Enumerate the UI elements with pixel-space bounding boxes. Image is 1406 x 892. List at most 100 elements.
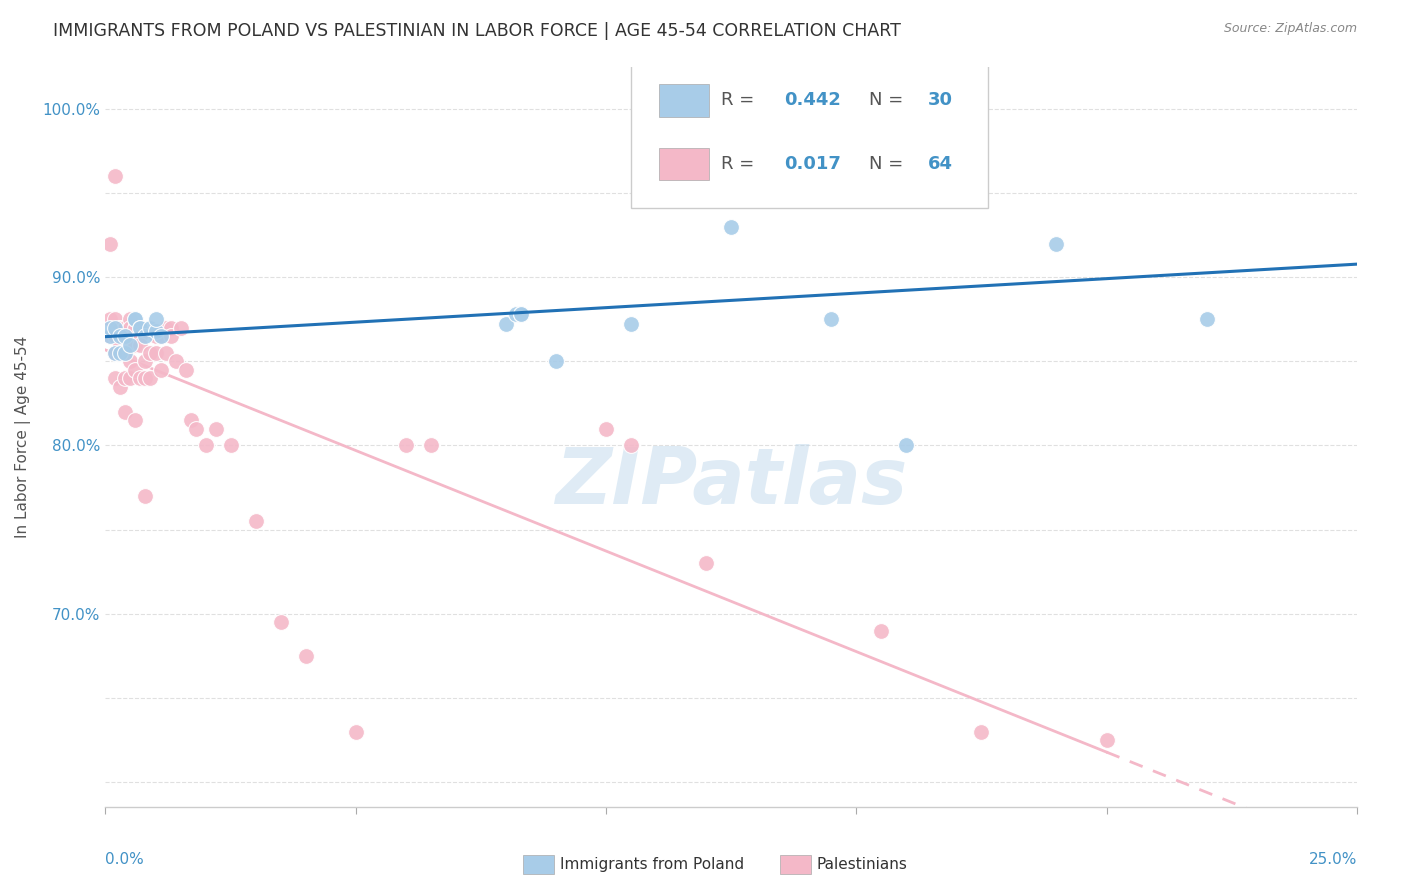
Point <box>620 438 643 452</box>
Point <box>134 354 156 368</box>
Point <box>114 371 136 385</box>
Point <box>104 320 127 334</box>
Point <box>149 329 172 343</box>
Point <box>114 320 136 334</box>
Point <box>1045 236 1067 251</box>
Point <box>110 346 132 360</box>
Point <box>120 371 142 385</box>
Point <box>134 371 156 385</box>
Point <box>100 329 122 343</box>
Point <box>120 354 142 368</box>
Point <box>139 346 162 360</box>
Point <box>134 329 156 343</box>
Text: N =: N = <box>869 91 908 109</box>
Text: IMMIGRANTS FROM POLAND VS PALESTINIAN IN LABOR FORCE | AGE 45-54 CORRELATION CHA: IMMIGRANTS FROM POLAND VS PALESTINIAN IN… <box>53 22 901 40</box>
Point <box>100 329 122 343</box>
Point <box>204 422 226 436</box>
Point <box>124 312 146 326</box>
Point <box>165 354 187 368</box>
Point <box>145 346 167 360</box>
Point <box>104 346 127 360</box>
Point <box>720 219 742 234</box>
Point <box>129 371 152 385</box>
Point <box>114 346 136 360</box>
Point <box>419 438 441 452</box>
Point <box>145 329 167 343</box>
Text: Source: ZipAtlas.com: Source: ZipAtlas.com <box>1223 22 1357 36</box>
Bar <box>658 84 709 117</box>
Point <box>104 329 127 343</box>
Text: R =: R = <box>721 91 761 109</box>
Text: N =: N = <box>869 155 908 173</box>
Point <box>110 337 132 351</box>
Point <box>124 337 146 351</box>
Point <box>120 312 142 326</box>
Text: ZIPatlas: ZIPatlas <box>555 443 907 519</box>
Point <box>1095 733 1118 747</box>
Point <box>155 320 177 334</box>
Point <box>245 514 267 528</box>
Point <box>120 320 142 334</box>
Text: 30: 30 <box>928 91 953 109</box>
Point <box>129 329 152 343</box>
Text: Immigrants from Poland: Immigrants from Poland <box>560 857 744 871</box>
Point <box>896 438 918 452</box>
Point <box>104 169 127 184</box>
Point <box>134 489 156 503</box>
Point <box>509 307 531 321</box>
Point <box>820 312 842 326</box>
Point <box>145 324 167 338</box>
Point <box>110 329 132 343</box>
Point <box>159 329 181 343</box>
Point <box>595 422 617 436</box>
Point <box>620 318 643 332</box>
Point <box>114 346 136 360</box>
Point <box>145 312 167 326</box>
Text: 64: 64 <box>928 155 953 173</box>
Point <box>104 371 127 385</box>
Point <box>129 337 152 351</box>
Point <box>970 724 993 739</box>
Point <box>110 379 132 393</box>
Point <box>149 363 172 377</box>
Text: R =: R = <box>721 155 761 173</box>
Point <box>120 337 142 351</box>
FancyBboxPatch shape <box>631 63 987 208</box>
Point <box>100 312 122 326</box>
Point <box>180 413 202 427</box>
Point <box>149 329 172 343</box>
Text: 0.0%: 0.0% <box>105 852 145 867</box>
Point <box>110 320 132 334</box>
Point <box>129 320 152 334</box>
Point <box>270 615 292 630</box>
Point <box>344 724 367 739</box>
Point <box>114 329 136 343</box>
Point <box>159 320 181 334</box>
Point <box>139 371 162 385</box>
Point <box>174 363 197 377</box>
Point <box>544 354 567 368</box>
Point <box>920 102 942 116</box>
Bar <box>658 147 709 180</box>
Text: Palestinians: Palestinians <box>817 857 908 871</box>
Y-axis label: In Labor Force | Age 45-54: In Labor Force | Age 45-54 <box>15 336 31 538</box>
Point <box>114 320 136 334</box>
Point <box>104 346 127 360</box>
Text: 0.442: 0.442 <box>783 91 841 109</box>
Point <box>124 413 146 427</box>
Point <box>194 438 217 452</box>
Point <box>1195 312 1218 326</box>
Point <box>100 320 122 334</box>
Point <box>509 307 531 321</box>
Point <box>139 320 162 334</box>
Point <box>155 346 177 360</box>
Point <box>395 438 418 452</box>
Point <box>505 307 527 321</box>
Point <box>695 556 717 570</box>
Point <box>100 236 122 251</box>
Text: 0.017: 0.017 <box>783 155 841 173</box>
Point <box>124 363 146 377</box>
Point <box>114 405 136 419</box>
Point <box>110 346 132 360</box>
Point <box>104 312 127 326</box>
